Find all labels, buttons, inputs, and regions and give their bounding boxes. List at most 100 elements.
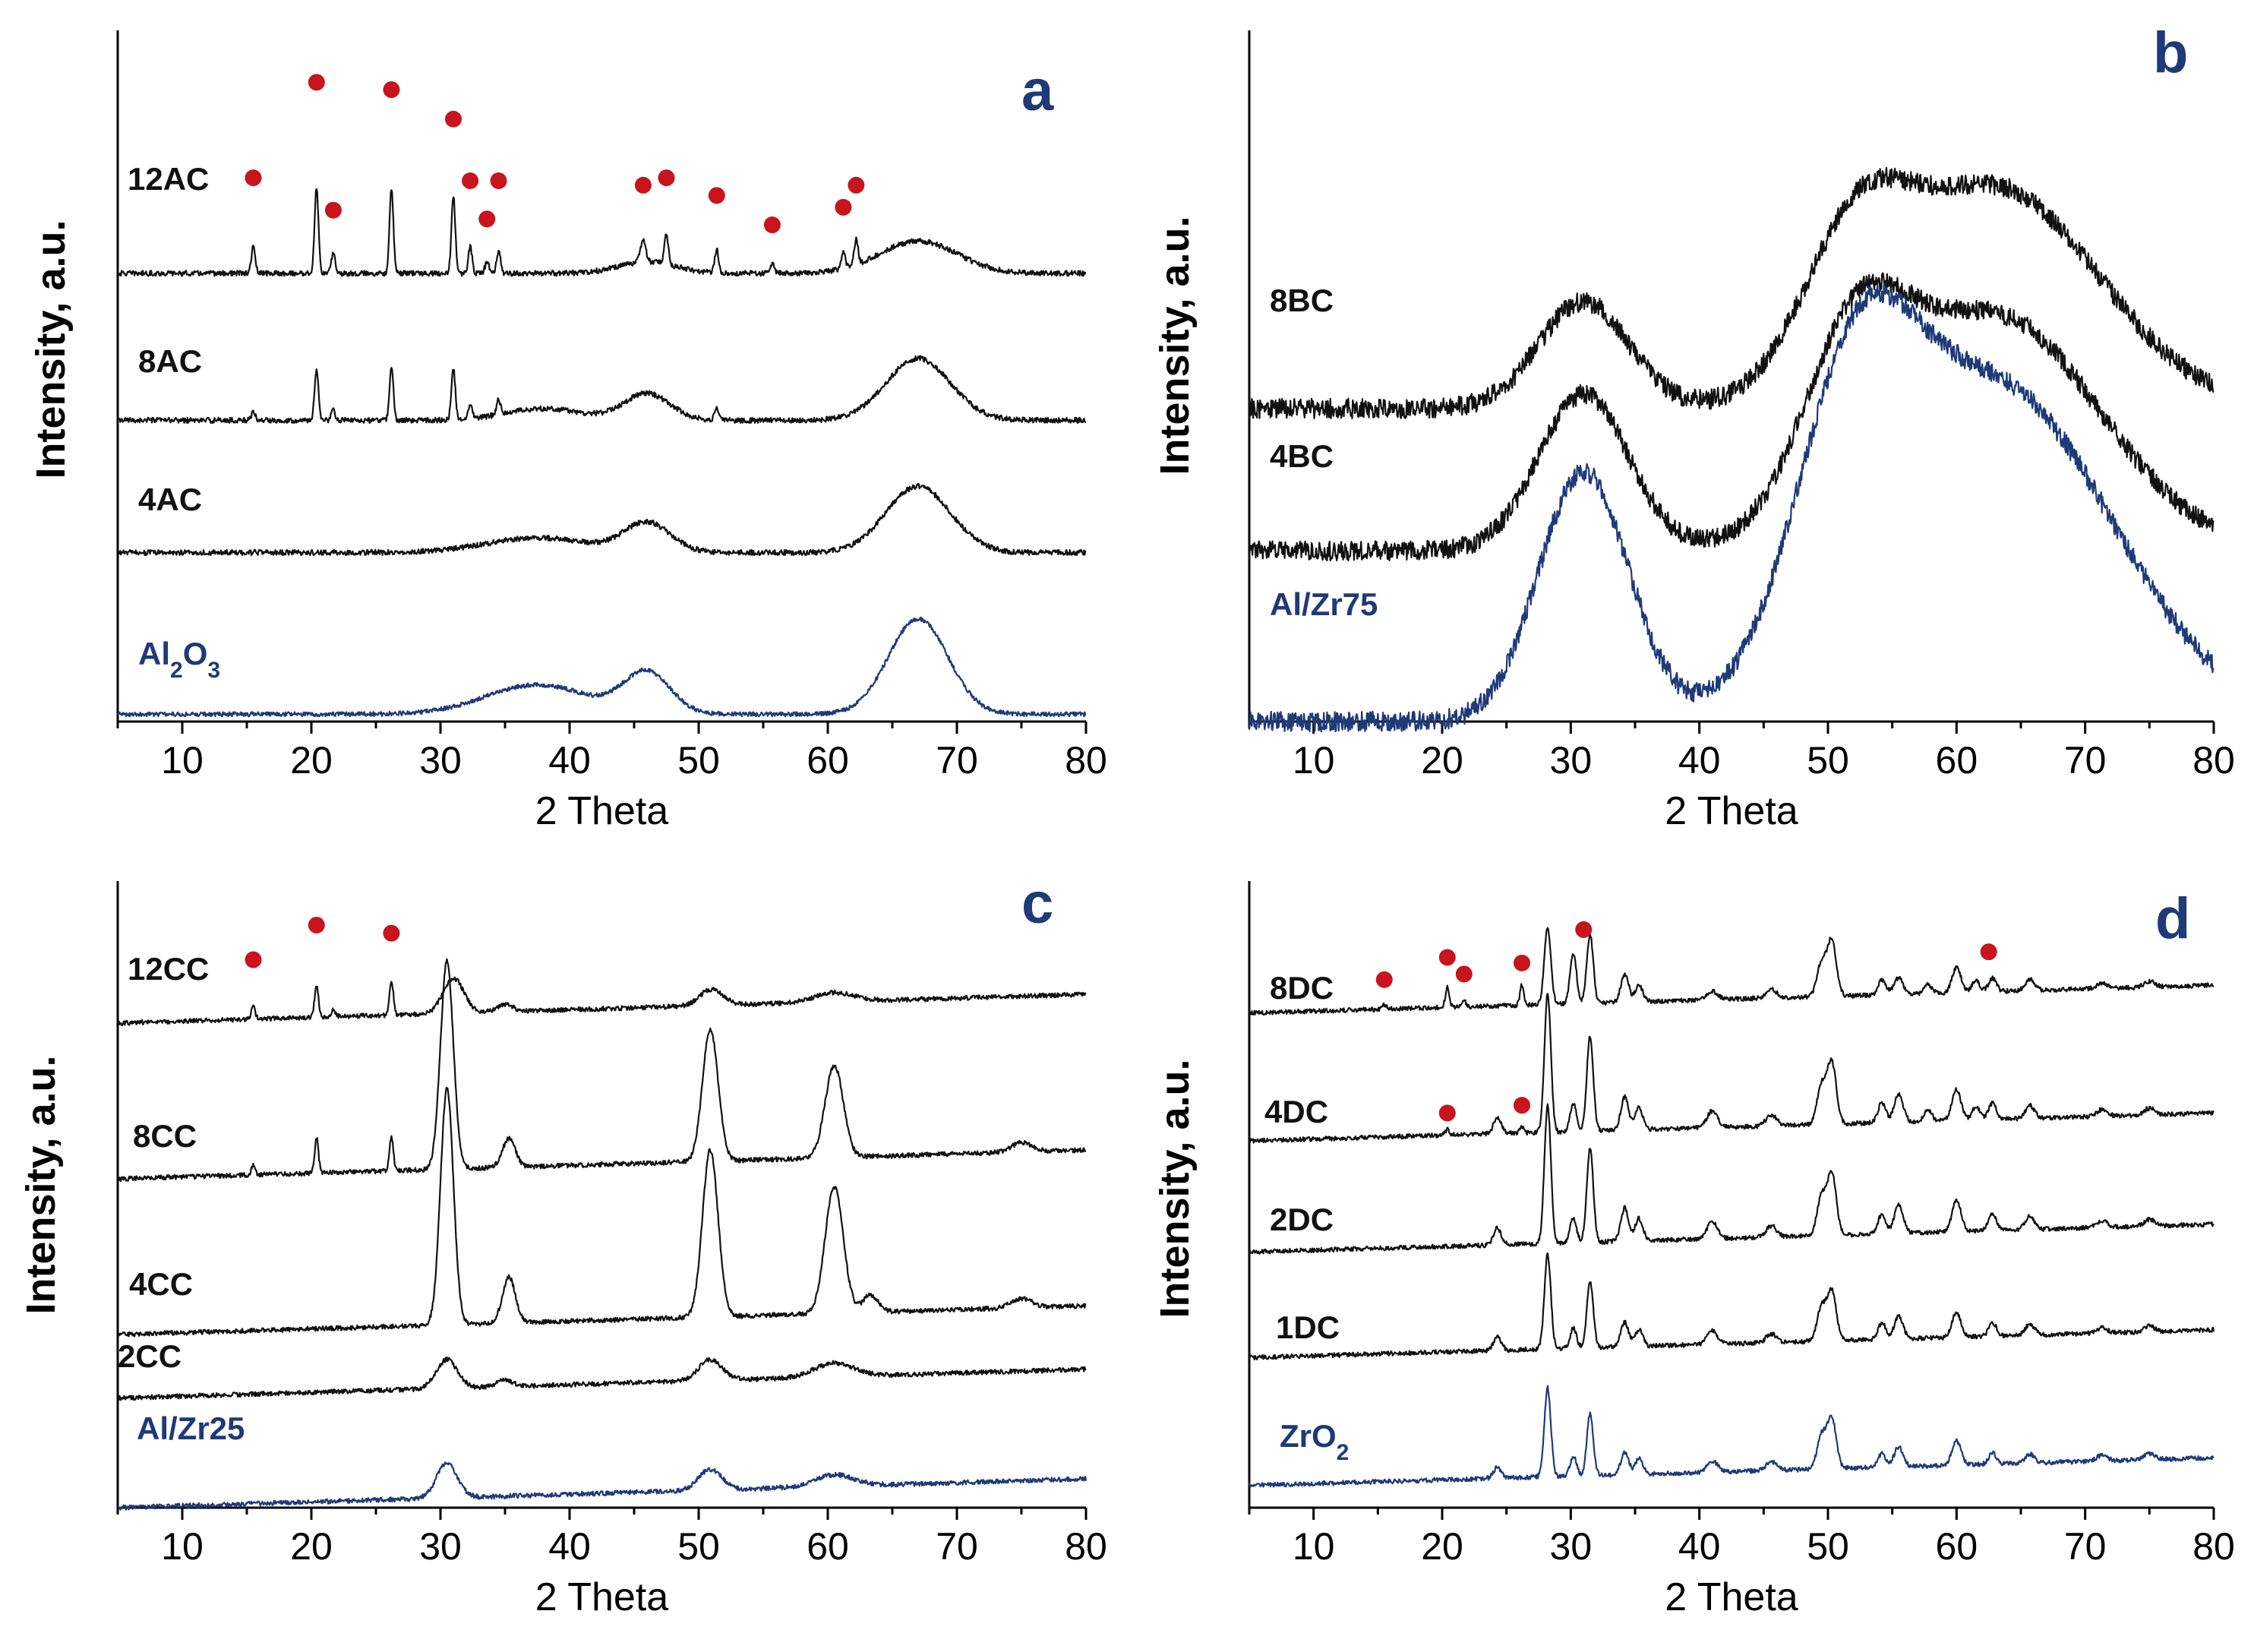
peak-marker	[308, 916, 325, 933]
panel-label: a	[1021, 58, 1054, 123]
series-line-12ac	[116, 188, 1087, 277]
series-line-4cc	[116, 1086, 1087, 1338]
x-tick-label: 50	[677, 1525, 720, 1568]
x-tick-label: 40	[548, 1525, 591, 1568]
peak-marker	[1575, 921, 1593, 938]
series-label-al2o3: Al2O3	[138, 636, 220, 683]
peak-marker	[634, 176, 652, 194]
series-line-4ac	[117, 482, 1087, 557]
series-line-2dc	[1249, 1103, 2215, 1255]
series-line-8ac	[116, 355, 1087, 424]
peak-marker	[1455, 965, 1473, 983]
peak-marker	[478, 210, 496, 228]
series-line-alzr25	[117, 1461, 1088, 1511]
peak-marker	[245, 169, 262, 187]
series-label-8bc: 8BC	[1270, 283, 1334, 318]
series-label-1dc: 1DC	[1276, 1309, 1340, 1345]
x-tick-label: 20	[1421, 739, 1463, 782]
peak-marker	[1438, 1104, 1456, 1122]
peak-marker	[1513, 1097, 1530, 1114]
x-axis-title: 2 Theta	[1665, 789, 1798, 833]
x-tick-label: 40	[1678, 739, 1721, 782]
peak-marker	[763, 216, 781, 234]
series-label-2cc: 2CC	[118, 1338, 182, 1374]
peak-marker	[1980, 943, 1997, 961]
x-tick-label: 80	[1065, 1525, 1107, 1568]
peak-marker	[462, 172, 479, 189]
series-label-8dc: 8DC	[1270, 970, 1334, 1006]
series-line-zro2	[1248, 1385, 2215, 1488]
series-label-8ac: 8AC	[138, 343, 202, 379]
peak-marker	[848, 176, 865, 194]
peak-marker	[658, 169, 675, 187]
x-tick-label: 70	[936, 739, 978, 782]
x-tick-label: 60	[807, 739, 849, 782]
peak-marker	[308, 74, 325, 91]
panel-label: c	[1021, 871, 1053, 936]
x-tick-label: 70	[936, 1525, 978, 1568]
series-line-12cc	[117, 976, 1087, 1026]
series-line-4dc	[1248, 993, 2215, 1144]
series-label-4cc: 4CC	[129, 1266, 193, 1302]
x-tick-label: 70	[2064, 1525, 2107, 1568]
peak-marker	[245, 951, 262, 968]
y-axis-title: Intensity, a.u.	[18, 1055, 64, 1314]
x-tick-label: 50	[677, 739, 720, 782]
x-tick-label: 60	[1936, 739, 1978, 782]
y-axis-title: Intensity, a.u.	[1152, 1059, 1198, 1318]
x-tick-label: 10	[1293, 1525, 1335, 1568]
x-tick-label: 20	[1421, 1525, 1463, 1568]
series-line-alzr75	[1248, 283, 2215, 733]
x-tick-label: 10	[1293, 739, 1335, 782]
series-line-1dc	[1249, 1252, 2215, 1361]
peak-marker	[708, 187, 725, 204]
series-label-2dc: 2DC	[1270, 1202, 1334, 1237]
series-label-zro2: ZrO2	[1280, 1418, 1349, 1465]
x-axis-title: 2 Theta	[535, 789, 668, 833]
x-axis-title: 2 Theta	[1665, 1575, 1798, 1619]
x-tick-label: 70	[2064, 739, 2107, 782]
x-tick-label: 50	[1807, 739, 1849, 782]
peak-marker	[490, 172, 507, 189]
x-tick-label: 50	[1807, 1525, 1849, 1568]
peak-marker	[1513, 954, 1530, 971]
peak-marker	[1438, 949, 1456, 966]
x-tick-label: 80	[1065, 739, 1107, 782]
x-tick-label: 30	[419, 1525, 462, 1568]
x-tick-label: 30	[1550, 1525, 1593, 1568]
x-tick-label: 40	[1678, 1525, 1721, 1568]
y-axis-title: Intensity, a.u.	[1152, 216, 1198, 475]
series-label-alzr25: Al/Zr25	[137, 1410, 245, 1446]
panel-d: Intensity, a.u. d 8DC 4DC 2DC 1DC ZrO2 1…	[1152, 881, 2235, 1619]
peak-marker	[383, 81, 400, 99]
peak-marker	[383, 924, 400, 942]
series-line-al2o3	[117, 616, 1087, 718]
series-label-4bc: 4BC	[1270, 438, 1334, 474]
x-tick-label: 40	[548, 739, 591, 782]
series-label-8cc: 8CC	[133, 1118, 197, 1154]
x-tick-label: 30	[419, 739, 462, 782]
panel-a: Intensity, a.u. a 12AC 8AC 4AC Al2O3 10 2…	[28, 30, 1107, 833]
x-tick-label: 20	[290, 739, 333, 782]
x-tick-label: 80	[2192, 739, 2235, 782]
series-label-alzr75: Al/Zr75	[1270, 586, 1378, 622]
series-line-8dc	[1248, 927, 2215, 1016]
series-label-12ac: 12AC	[128, 161, 209, 197]
x-tick-label: 20	[290, 1525, 333, 1568]
y-axis-title: Intensity, a.u.	[28, 220, 74, 479]
x-tick-label: 60	[1936, 1525, 1978, 1568]
series-label-12cc: 12CC	[128, 951, 209, 987]
peak-marker	[324, 201, 342, 219]
x-tick-label: 10	[161, 1525, 204, 1568]
panel-label: d	[2155, 886, 2190, 951]
panel-label: b	[2153, 21, 2188, 85]
series-line-2cc	[116, 1356, 1087, 1401]
series-label-4dc: 4DC	[1264, 1094, 1328, 1129]
x-tick-label: 80	[2192, 1525, 2235, 1568]
x-tick-label: 60	[807, 1525, 849, 1568]
peak-marker	[835, 198, 852, 216]
panel-c: Intensity, a.u. c 12CC 8CC 4CC 2CC Al/Zr…	[18, 871, 1107, 1619]
series-label-4ac: 4AC	[138, 482, 202, 517]
series-line-8bc	[1248, 166, 2215, 419]
